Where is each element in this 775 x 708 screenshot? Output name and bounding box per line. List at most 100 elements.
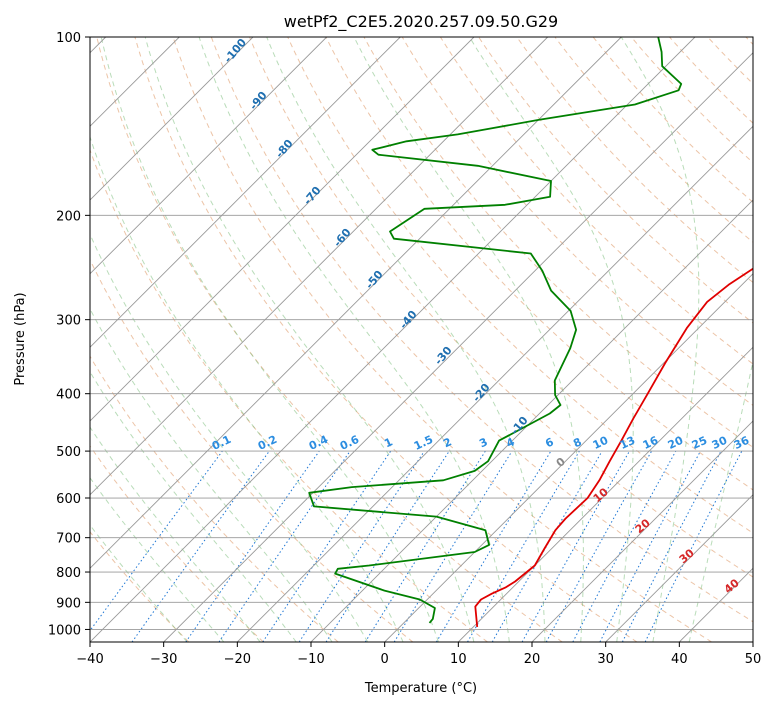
background-lines xyxy=(90,37,753,642)
moist-adiabat xyxy=(688,358,753,642)
mixing-ratio-line xyxy=(545,450,653,642)
mixing-ratio-line xyxy=(521,450,630,642)
isotherm-line xyxy=(90,37,254,201)
moist-adiabat-label: 0 xyxy=(554,455,568,470)
mixing-ratio-label: 10 xyxy=(591,434,611,452)
dry-adiabat-label: -80 xyxy=(273,137,296,161)
mixing-ratio-label: 36 xyxy=(732,434,752,452)
dry-adiabat xyxy=(707,37,753,85)
y-tick-label: 200 xyxy=(56,209,81,224)
series-lines xyxy=(308,37,753,627)
y-tick-label: 800 xyxy=(56,566,81,581)
y-tick-label: 400 xyxy=(56,388,81,403)
moist-adiabat xyxy=(353,37,584,642)
mixing-ratio-line xyxy=(298,450,425,642)
x-axis-label: Temperature (°C) xyxy=(364,681,477,696)
y-tick-label: 700 xyxy=(56,532,81,547)
mixing-ratio-line xyxy=(262,450,392,642)
moist-adiabat xyxy=(90,370,297,642)
x-tick-label: −30 xyxy=(150,652,177,667)
mixing-ratio-label: 6 xyxy=(543,435,556,450)
dry-adiabat-label: -40 xyxy=(397,308,420,332)
series-line-1 xyxy=(308,37,683,624)
x-tick-label: −20 xyxy=(224,652,251,667)
mixing-ratio-line xyxy=(325,450,450,642)
x-tick-label: 30 xyxy=(597,652,614,667)
dry-adiabat-label: -90 xyxy=(247,89,270,113)
isotherm-line xyxy=(90,37,696,642)
moist-adiabat xyxy=(90,232,369,642)
y-tick-label: 100 xyxy=(56,31,81,46)
moist-adiabat-label: 30 xyxy=(677,546,697,566)
moist-adiabat xyxy=(144,37,475,642)
isotherm-line xyxy=(90,37,401,348)
mixing-ratio-label: 30 xyxy=(710,434,730,452)
dry-adiabat xyxy=(210,37,753,623)
isotherm-line xyxy=(384,273,753,642)
mixing-ratio-line xyxy=(90,450,223,632)
dry-adiabat-label: -60 xyxy=(331,226,354,250)
moist-adiabat xyxy=(90,524,188,642)
dry-adiabat xyxy=(401,37,753,406)
dry-adiabat xyxy=(516,37,753,284)
moist-adiabat xyxy=(90,476,225,642)
mixing-ratio-label: 1 xyxy=(382,435,394,450)
moist-adiabat xyxy=(90,135,404,642)
dry-adiabat-label: -70 xyxy=(301,184,324,208)
x-tick-label: 40 xyxy=(671,652,688,667)
mixing-ratio-line xyxy=(599,450,701,642)
x-tick-label: 0 xyxy=(381,652,389,667)
y-tick-label: 1000 xyxy=(48,623,81,638)
mixing-ratio-line xyxy=(185,450,320,642)
mixing-ratio-label: 25 xyxy=(690,434,709,452)
dry-adiabat xyxy=(96,37,563,642)
isotherm-line xyxy=(163,52,753,642)
dry-adiabat xyxy=(90,445,264,642)
y-tick-label: 900 xyxy=(56,596,81,611)
dry-adiabat xyxy=(90,148,488,642)
dry-adiabat-label: -50 xyxy=(363,268,386,292)
isopleth-labels: -100-90-80-70-60-50-40-30-20-100.1 0.2 0.4… xyxy=(210,37,752,596)
x-tick-label: 50 xyxy=(745,652,762,667)
moist-adiabat xyxy=(90,308,333,642)
isotherm-line xyxy=(752,641,753,642)
mixing-ratio-line xyxy=(364,450,486,642)
isotherm-line xyxy=(90,37,622,569)
dry-adiabat xyxy=(745,37,753,46)
dry-adiabat-label: -30 xyxy=(432,344,455,368)
mixing-ratio-line xyxy=(393,450,513,642)
moist-adiabat xyxy=(266,37,546,642)
mixing-ratio-label: 1.5 xyxy=(412,433,435,453)
moist-adiabat-label: 20 xyxy=(633,516,653,536)
dry-adiabat xyxy=(90,355,339,642)
mixing-ratio-label: 16 xyxy=(641,434,661,452)
x-tick-label: −10 xyxy=(297,652,324,667)
isotherm-line xyxy=(310,199,753,642)
mixing-ratio-line xyxy=(572,450,677,642)
mixing-ratio-label: 3 xyxy=(477,435,489,450)
y-tick-label: 300 xyxy=(56,314,81,329)
dry-adiabat xyxy=(90,531,190,642)
moist-adiabat xyxy=(90,426,261,642)
dry-adiabat xyxy=(249,37,753,578)
mixing-ratio-label: 20 xyxy=(666,434,686,452)
y-axis-ticks: 100 200 300 400 500 600 700 800 900 1000 xyxy=(48,31,90,638)
y-axis-label: Pressure (hPa) xyxy=(13,292,28,385)
isotherm-line xyxy=(90,37,549,496)
y-tick-label: 500 xyxy=(56,445,81,460)
mixing-ratio-label: 2 xyxy=(441,435,453,450)
mixing-ratio-line xyxy=(435,450,552,642)
mixing-ratio-label: 8 xyxy=(571,435,583,450)
isotherm-line xyxy=(457,346,753,642)
mixing-ratio-label: 0.1 xyxy=(210,433,233,453)
mixing-ratio-label: 0.2 xyxy=(256,433,279,453)
moist-adiabat xyxy=(100,37,439,642)
dry-adiabat xyxy=(439,37,753,365)
isotherm-line xyxy=(605,494,753,642)
moist-adiabat-label: 40 xyxy=(722,576,742,596)
mixing-ratio-line xyxy=(218,450,351,642)
isotherm-line xyxy=(678,567,753,642)
isotherm-line xyxy=(531,420,753,642)
dry-adiabat xyxy=(134,37,638,642)
